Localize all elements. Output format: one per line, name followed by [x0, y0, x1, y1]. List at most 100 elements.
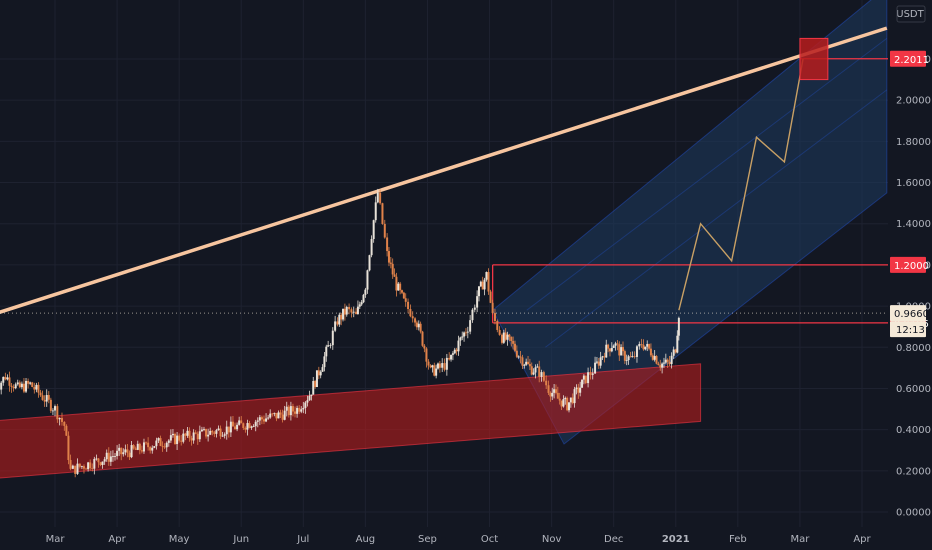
candle-body: [60, 418, 63, 422]
candle-body: [649, 348, 652, 356]
candle-body: [260, 417, 263, 420]
candle-body: [6, 377, 9, 380]
candle-body: [589, 372, 592, 375]
candle-body: [464, 332, 467, 334]
currency-box: [896, 5, 926, 23]
resistance-trendline: [0, 26, 888, 314]
candle-body: [614, 343, 617, 346]
candle-body: [221, 435, 224, 437]
candle-body: [14, 384, 17, 389]
y-tick-label: 1.8000: [896, 137, 931, 148]
candle-body: [78, 463, 81, 467]
candle-body: [419, 323, 422, 332]
candle-body: [391, 263, 394, 275]
candle-body: [358, 304, 361, 307]
candle-body: [298, 407, 301, 412]
candle-body: [670, 355, 673, 365]
candle-body: [85, 468, 88, 470]
x-tick-label: Sep: [418, 534, 437, 545]
y-tick-label: 0.6000: [896, 384, 931, 395]
x-tick-label: 2021: [662, 534, 690, 545]
candle-body: [35, 384, 38, 390]
candle-body: [327, 345, 330, 347]
candle-body: [56, 406, 59, 420]
candle-body: [500, 334, 503, 343]
candle-body: [573, 389, 576, 404]
candle-body: [355, 311, 358, 315]
candle-body: [111, 456, 114, 458]
price-axis-bg: [888, 0, 932, 550]
candle-body: [39, 392, 42, 396]
candle-body: [345, 306, 348, 315]
candle-body: [267, 417, 270, 419]
x-tick-label: Nov: [542, 534, 562, 545]
candle-body: [549, 392, 552, 397]
candle-body: [196, 433, 199, 440]
candle-body: [493, 313, 496, 321]
candle-body: [116, 450, 119, 457]
candle-body: [258, 417, 261, 421]
candle-body: [227, 426, 230, 433]
candle-body: [402, 292, 405, 299]
candle-body: [502, 332, 505, 343]
candle-body: [236, 424, 239, 430]
candle-body: [648, 344, 651, 349]
candle-body: [640, 344, 643, 345]
candle-body: [343, 308, 346, 315]
candle-body: [262, 419, 265, 422]
candle-body: [417, 323, 420, 328]
candle-body: [599, 357, 602, 366]
candle-body: [607, 344, 610, 349]
candle-body: [515, 350, 518, 357]
candle-body: [8, 377, 11, 386]
candle-body: [209, 430, 212, 435]
candle-body: [450, 354, 453, 360]
candle-body: [553, 389, 556, 393]
candle-body: [244, 427, 247, 430]
price-axis[interactable]: USDT0.00000.20000.40000.60000.80001.0000…: [888, 0, 932, 550]
candle-body: [414, 318, 417, 323]
candle-body: [477, 286, 480, 297]
candle-body: [97, 458, 100, 463]
candle-body: [43, 399, 46, 402]
candle-body: [513, 343, 516, 351]
candle-body: [118, 447, 121, 451]
candle-body: [304, 402, 307, 408]
candle-body: [169, 435, 172, 441]
candle-body: [562, 399, 565, 407]
candle-body: [627, 356, 630, 361]
candle-body: [567, 402, 570, 411]
level-label-bg: [890, 50, 926, 67]
time-axis[interactable]: Mar Apr May Jun Jul Aug Sep Oct Nov Dec 2021 Feb Mar…: [0, 527, 932, 550]
candle-body: [234, 426, 237, 430]
candle-body: [291, 406, 294, 412]
candle-body: [498, 329, 501, 335]
candle-body: [668, 361, 671, 365]
candle-body: [71, 465, 74, 469]
candle-body: [130, 445, 133, 458]
candle-body: [306, 400, 309, 403]
candle-body: [395, 276, 398, 291]
candle-body: [491, 302, 494, 314]
candle-body: [205, 428, 208, 437]
x-tick-label: Dec: [604, 534, 623, 545]
candle-body: [63, 421, 66, 426]
candle-body: [528, 364, 531, 367]
candle-body: [438, 363, 441, 368]
candle-body: [213, 432, 216, 434]
candle-body: [625, 360, 628, 361]
candle-body: [101, 461, 104, 465]
candle-body: [331, 330, 334, 346]
resistance-line: [0, 26, 888, 314]
candle-body: [483, 279, 486, 290]
candle-body: [281, 414, 284, 420]
level-label: 2.2011: [894, 55, 929, 66]
candle-body: [455, 349, 458, 352]
candle-body: [74, 465, 77, 474]
candle-body: [368, 255, 371, 271]
candle-body: [190, 438, 193, 441]
candle-body: [269, 413, 272, 418]
candle-body: [310, 394, 313, 396]
